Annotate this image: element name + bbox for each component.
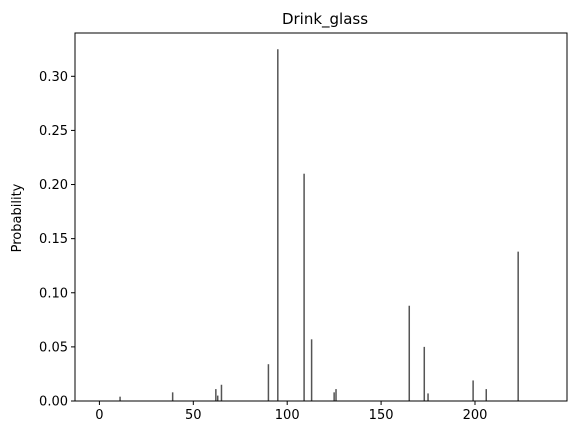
bar [408, 305, 411, 401]
plot-frame [74, 32, 568, 402]
y-axis-title: Probability [10, 183, 25, 252]
bar [333, 392, 335, 401]
y-tick-label: 0.15 [39, 232, 68, 247]
bar [427, 393, 429, 401]
bar [423, 346, 426, 401]
bar [171, 392, 174, 401]
x-tick-label: 0 [95, 408, 103, 423]
bar [277, 49, 279, 402]
y-tick-label: 0.20 [39, 178, 68, 193]
bar [215, 389, 217, 401]
bar [310, 339, 313, 401]
chart-title: Drink_glass [282, 10, 368, 29]
bar [216, 395, 219, 401]
bars-group [119, 49, 519, 402]
bar [303, 173, 305, 401]
bar [119, 396, 121, 401]
x-tick-label: 100 [275, 408, 300, 423]
y-tick-label: 0.25 [39, 124, 68, 139]
x-axis: 0 50 100 150 200 [95, 401, 487, 423]
y-tick-label: 0.10 [39, 286, 68, 301]
bar [220, 384, 223, 401]
x-tick-label: 150 [369, 408, 394, 423]
bar [472, 380, 474, 401]
y-axis: 0.00 0.05 0.10 0.15 0.20 0.25 0.30 [39, 70, 75, 410]
bar [485, 389, 487, 401]
bar [335, 389, 337, 401]
y-tick-label: 0.00 [39, 395, 68, 410]
x-tick-label: 200 [463, 408, 488, 423]
y-tick-label: 0.30 [39, 70, 68, 85]
bar [267, 364, 270, 401]
y-tick-label: 0.05 [39, 340, 68, 355]
bar [517, 251, 519, 401]
x-tick-label: 50 [185, 408, 202, 423]
